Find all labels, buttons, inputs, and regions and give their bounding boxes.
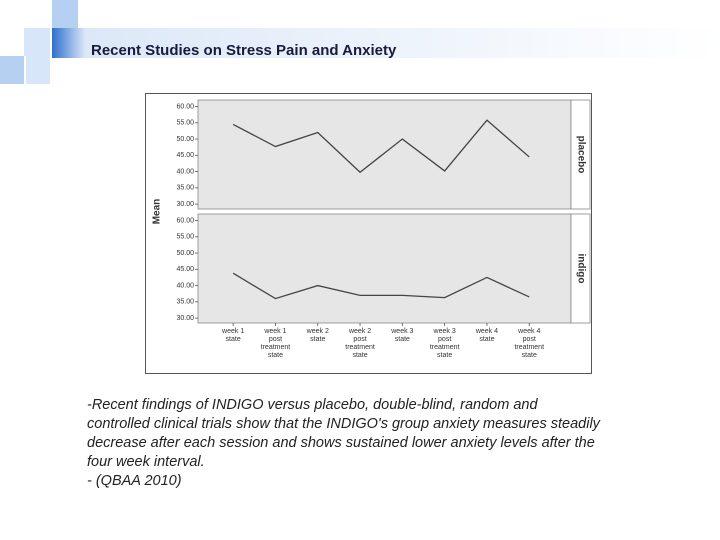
plot-area [197, 213, 572, 324]
caption-line: - (QBAA 2010) [87, 473, 182, 489]
panel-strip [570, 213, 591, 324]
plot-area [197, 99, 572, 210]
series-line [232, 119, 530, 174]
series-line [232, 272, 530, 300]
x-tick-label: state [352, 352, 367, 359]
x-tick-label: treatment [261, 344, 291, 351]
deco-square [52, 0, 78, 28]
x-tick-label: state [395, 336, 410, 343]
caption-line: decrease after each session and shows su… [87, 435, 595, 451]
x-tick-label: week 1 [221, 328, 244, 335]
x-tick-label: state [479, 336, 494, 343]
x-tick-label: week 3 [390, 328, 413, 335]
y-tick-label: 35.00 [176, 299, 194, 306]
x-tick-label: state [437, 352, 452, 359]
x-tick-label: state [226, 336, 241, 343]
y-tick-label: 40.00 [176, 282, 194, 289]
x-tick-label: week 1 [263, 328, 286, 335]
y-tick-label: 35.00 [176, 185, 194, 192]
deco-square [26, 56, 50, 84]
x-tick-label: week 2 [348, 328, 371, 335]
y-tick-label: 30.00 [176, 315, 194, 322]
panel-label: indigo [575, 254, 586, 284]
x-tick-label: week 3 [433, 328, 456, 335]
deco-square [24, 28, 50, 56]
x-tick-label: week 2 [306, 328, 329, 335]
y-tick-label: 60.00 [176, 217, 194, 224]
x-tick-label: post [438, 336, 451, 343]
y-axis-label: Mean [152, 199, 163, 225]
y-tick-label: 55.00 [176, 234, 194, 241]
y-tick-label: 30.00 [176, 201, 194, 208]
y-tick-label: 60.00 [176, 103, 194, 110]
deco-square [0, 56, 24, 84]
y-tick-label: 45.00 [176, 266, 194, 273]
x-tick-label: week 4 [475, 328, 498, 335]
x-tick-label: state [268, 352, 283, 359]
y-tick-label: 50.00 [176, 250, 194, 257]
header-bar [52, 28, 720, 58]
x-tick-label: post [523, 336, 536, 343]
x-tick-label: post [269, 336, 282, 343]
x-tick-label: treatment [430, 344, 460, 351]
x-tick-label: state [522, 352, 537, 359]
x-tick-label: week 4 [517, 328, 540, 335]
y-tick-label: 50.00 [176, 136, 194, 143]
y-tick-label: 55.00 [176, 120, 194, 127]
y-tick-label: 45.00 [176, 152, 194, 159]
caption-line: four week interval. [87, 454, 205, 470]
caption-line: -Recent findings of INDIGO versus placeb… [87, 397, 538, 413]
panel-label: placebo [575, 136, 586, 174]
x-tick-label: treatment [514, 344, 544, 351]
caption-line: controlled clinical trials show that the… [87, 416, 601, 432]
y-tick-label: 40.00 [176, 168, 194, 175]
panel-strip [570, 99, 591, 210]
x-tick-label: post [353, 336, 366, 343]
x-tick-label: treatment [345, 344, 375, 351]
x-tick-label: state [310, 336, 325, 343]
slide-title: Recent Studies on Stress Pain and Anxiet… [91, 42, 397, 59]
